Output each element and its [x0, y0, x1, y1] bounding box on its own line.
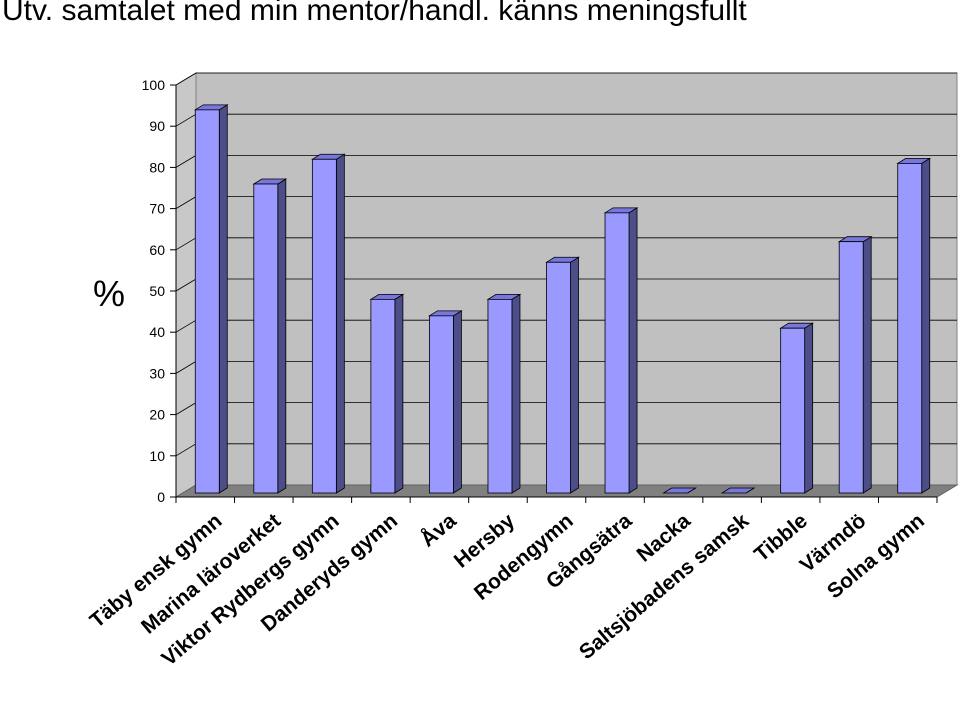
bar-side [277, 178, 287, 494]
bar [486, 293, 522, 494]
y-tick-label: 70 [149, 201, 165, 217]
y-tick-label: 30 [149, 365, 165, 381]
bar [896, 157, 932, 494]
bar-front [370, 298, 396, 494]
gridline-side [175, 443, 197, 457]
y-tick-label: 50 [149, 283, 165, 299]
bar-front [604, 212, 630, 494]
gridline-side [175, 319, 197, 333]
bar [310, 153, 346, 494]
bar-side [921, 157, 931, 494]
category-label: Åva [416, 508, 461, 551]
y-tick-label: 80 [149, 159, 165, 175]
bar-front [194, 109, 220, 494]
bar-front [429, 315, 454, 494]
bars [193, 104, 932, 494]
gridline-side [175, 196, 197, 209]
bar [428, 310, 463, 494]
bar-front [780, 327, 806, 494]
bar-front [253, 183, 279, 494]
gridline-side [175, 155, 197, 168]
y-tick-label: 20 [149, 407, 165, 423]
y-tick-label: 40 [149, 324, 165, 340]
chart-title: Utv. samtalet med min mentor/handl. känn… [2, 0, 747, 27]
bar [779, 322, 815, 494]
bar [545, 256, 580, 494]
bar-front [311, 158, 337, 494]
bar-side [218, 104, 228, 494]
bar-side [628, 207, 638, 494]
bar [252, 178, 288, 494]
bar-side [804, 322, 814, 494]
y-axis-ticks: 0 10 20 30 40 50 60 70 80 90 100 [142, 77, 937, 505]
y-tick-label: 90 [149, 118, 165, 134]
y-tick-label: 0 [157, 489, 165, 505]
bar-side [453, 310, 462, 494]
gridline-side [175, 402, 197, 415]
bar-side [570, 256, 579, 494]
bar [662, 487, 697, 494]
gridline-side [175, 361, 197, 374]
bar-top [662, 487, 697, 494]
bar-front [897, 162, 923, 494]
y-tick-label: 10 [149, 448, 165, 464]
bar-side [862, 235, 872, 494]
bar-front [487, 298, 513, 494]
bar [720, 487, 756, 494]
bar-front [838, 241, 864, 494]
bar [369, 293, 405, 494]
y-axis-label: % [93, 273, 125, 314]
bar [837, 235, 873, 494]
gridline-side [175, 237, 197, 251]
bar-front [546, 261, 571, 494]
bar-top [720, 487, 756, 494]
bar [603, 207, 639, 494]
y-tick-label: 60 [149, 242, 165, 258]
bar-side [394, 293, 404, 494]
bar-side [511, 293, 521, 494]
bar [193, 104, 229, 494]
y-tick-label: 100 [142, 77, 166, 93]
gridline-side [175, 72, 197, 86]
gridline-side [175, 278, 197, 292]
gridline-side [175, 113, 197, 127]
bar-side [335, 153, 345, 494]
